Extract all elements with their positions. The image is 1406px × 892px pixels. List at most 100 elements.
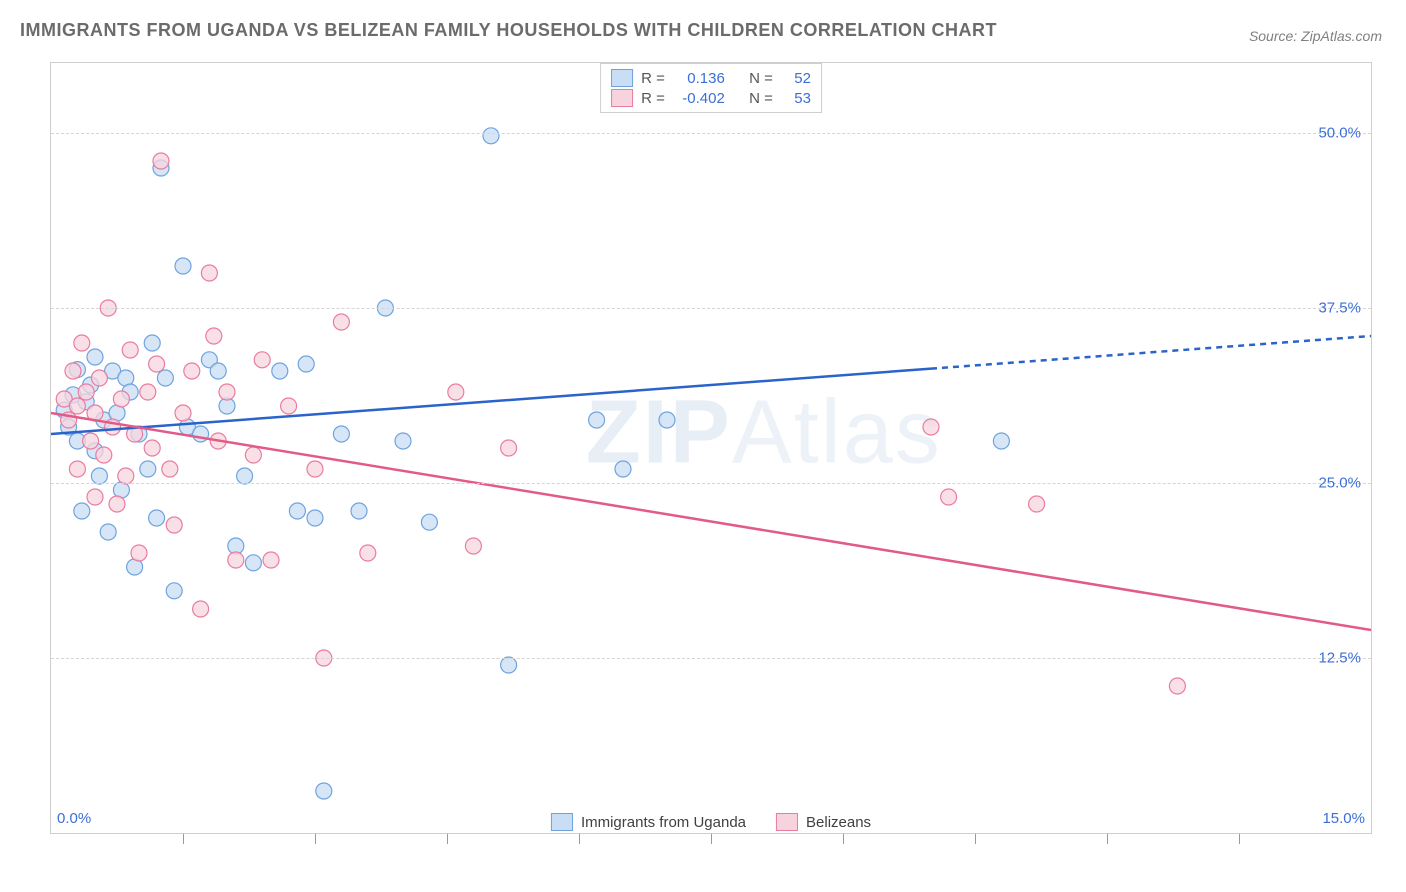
- scatter-point: [87, 489, 103, 505]
- scatter-point: [615, 461, 631, 477]
- scatter-point: [109, 496, 125, 512]
- scatter-point: [923, 419, 939, 435]
- scatter-point: [360, 545, 376, 561]
- gridline: [51, 483, 1371, 484]
- scatter-point: [91, 468, 107, 484]
- scatter-point: [144, 335, 160, 351]
- stat-n-value: 53: [781, 90, 811, 107]
- x-tick-label-right: 15.0%: [1322, 810, 1365, 827]
- gridline: [51, 308, 1371, 309]
- scatter-point: [245, 555, 261, 571]
- scatter-point: [78, 384, 94, 400]
- scatter-point: [333, 426, 349, 442]
- scatter-point: [74, 335, 90, 351]
- scatter-point: [993, 433, 1009, 449]
- legend-item: Belizeans: [776, 813, 871, 831]
- stat-n-label: N =: [749, 90, 773, 107]
- stat-r-value: 0.136: [673, 70, 725, 87]
- scatter-point: [228, 552, 244, 568]
- scatter-point: [100, 524, 116, 540]
- stat-n-label: N =: [749, 70, 773, 87]
- scatter-point: [140, 384, 156, 400]
- x-tick-mark: [843, 834, 844, 844]
- trend-line-dashed: [931, 336, 1371, 369]
- stat-r-label: R =: [641, 70, 665, 87]
- legend: Immigrants from Uganda Belizeans: [551, 813, 871, 831]
- gridline: [51, 133, 1371, 134]
- scatter-point: [501, 657, 517, 673]
- x-tick-mark: [1239, 834, 1240, 844]
- x-tick-label-left: 0.0%: [57, 810, 91, 827]
- scatter-point: [157, 370, 173, 386]
- scatter-point: [166, 583, 182, 599]
- legend-label: Belizeans: [806, 814, 871, 831]
- x-tick-mark: [315, 834, 316, 844]
- scatter-point: [65, 363, 81, 379]
- correlation-stats-box: R =0.136 N =52R =-0.402 N =53: [600, 63, 822, 113]
- stats-row: R =0.136 N =52: [611, 68, 811, 88]
- scatter-point: [465, 538, 481, 554]
- scatter-point: [483, 128, 499, 144]
- scatter-point: [1169, 678, 1185, 694]
- legend-item: Immigrants from Uganda: [551, 813, 746, 831]
- scatter-point: [316, 783, 332, 799]
- scatter-point: [245, 447, 261, 463]
- scatter-point: [91, 370, 107, 386]
- scatter-point: [272, 363, 288, 379]
- scatter-point: [941, 489, 957, 505]
- y-tick-label: 50.0%: [1318, 125, 1361, 142]
- legend-swatch: [776, 813, 798, 831]
- plot-area: ZIPAtlas R =0.136 N =52R =-0.402 N =53 I…: [50, 62, 1372, 834]
- x-tick-mark: [1107, 834, 1108, 844]
- scatter-point: [122, 342, 138, 358]
- legend-swatch: [611, 89, 633, 107]
- scatter-point: [149, 356, 165, 372]
- x-tick-mark: [447, 834, 448, 844]
- scatter-point: [201, 265, 217, 281]
- scatter-point: [96, 447, 112, 463]
- chart-title: IMMIGRANTS FROM UGANDA VS BELIZEAN FAMIL…: [20, 20, 997, 41]
- x-tick-mark: [711, 834, 712, 844]
- scatter-point: [333, 314, 349, 330]
- scatter-point: [307, 510, 323, 526]
- scatter-point: [206, 328, 222, 344]
- scatter-point: [162, 461, 178, 477]
- scatter-point: [219, 384, 235, 400]
- x-tick-mark: [975, 834, 976, 844]
- scatter-point: [1029, 496, 1045, 512]
- scatter-point: [69, 461, 85, 477]
- scatter-point: [144, 440, 160, 456]
- stat-r-value: -0.402: [673, 90, 725, 107]
- scatter-point: [263, 552, 279, 568]
- scatter-point: [254, 352, 270, 368]
- legend-swatch: [551, 813, 573, 831]
- scatter-point: [113, 391, 129, 407]
- chart-source: Source: ZipAtlas.com: [1249, 28, 1382, 44]
- scatter-point: [83, 433, 99, 449]
- legend-swatch: [611, 69, 633, 87]
- scatter-point: [281, 398, 297, 414]
- scatter-point: [153, 153, 169, 169]
- trend-line: [51, 413, 1371, 630]
- scatter-point: [140, 461, 156, 477]
- scatter-point: [175, 258, 191, 274]
- legend-label: Immigrants from Uganda: [581, 814, 746, 831]
- stats-row: R =-0.402 N =53: [611, 88, 811, 108]
- scatter-point: [589, 412, 605, 428]
- scatter-point: [501, 440, 517, 456]
- scatter-point: [307, 461, 323, 477]
- chart-svg: [51, 63, 1371, 833]
- y-tick-label: 12.5%: [1318, 650, 1361, 667]
- scatter-point: [69, 398, 85, 414]
- scatter-point: [237, 468, 253, 484]
- scatter-point: [289, 503, 305, 519]
- scatter-point: [87, 349, 103, 365]
- chart-container: IMMIGRANTS FROM UGANDA VS BELIZEAN FAMIL…: [0, 0, 1406, 892]
- scatter-point: [175, 405, 191, 421]
- y-tick-label: 25.0%: [1318, 475, 1361, 492]
- x-tick-mark: [579, 834, 580, 844]
- scatter-point: [210, 363, 226, 379]
- gridline: [51, 658, 1371, 659]
- scatter-point: [351, 503, 367, 519]
- scatter-point: [421, 514, 437, 530]
